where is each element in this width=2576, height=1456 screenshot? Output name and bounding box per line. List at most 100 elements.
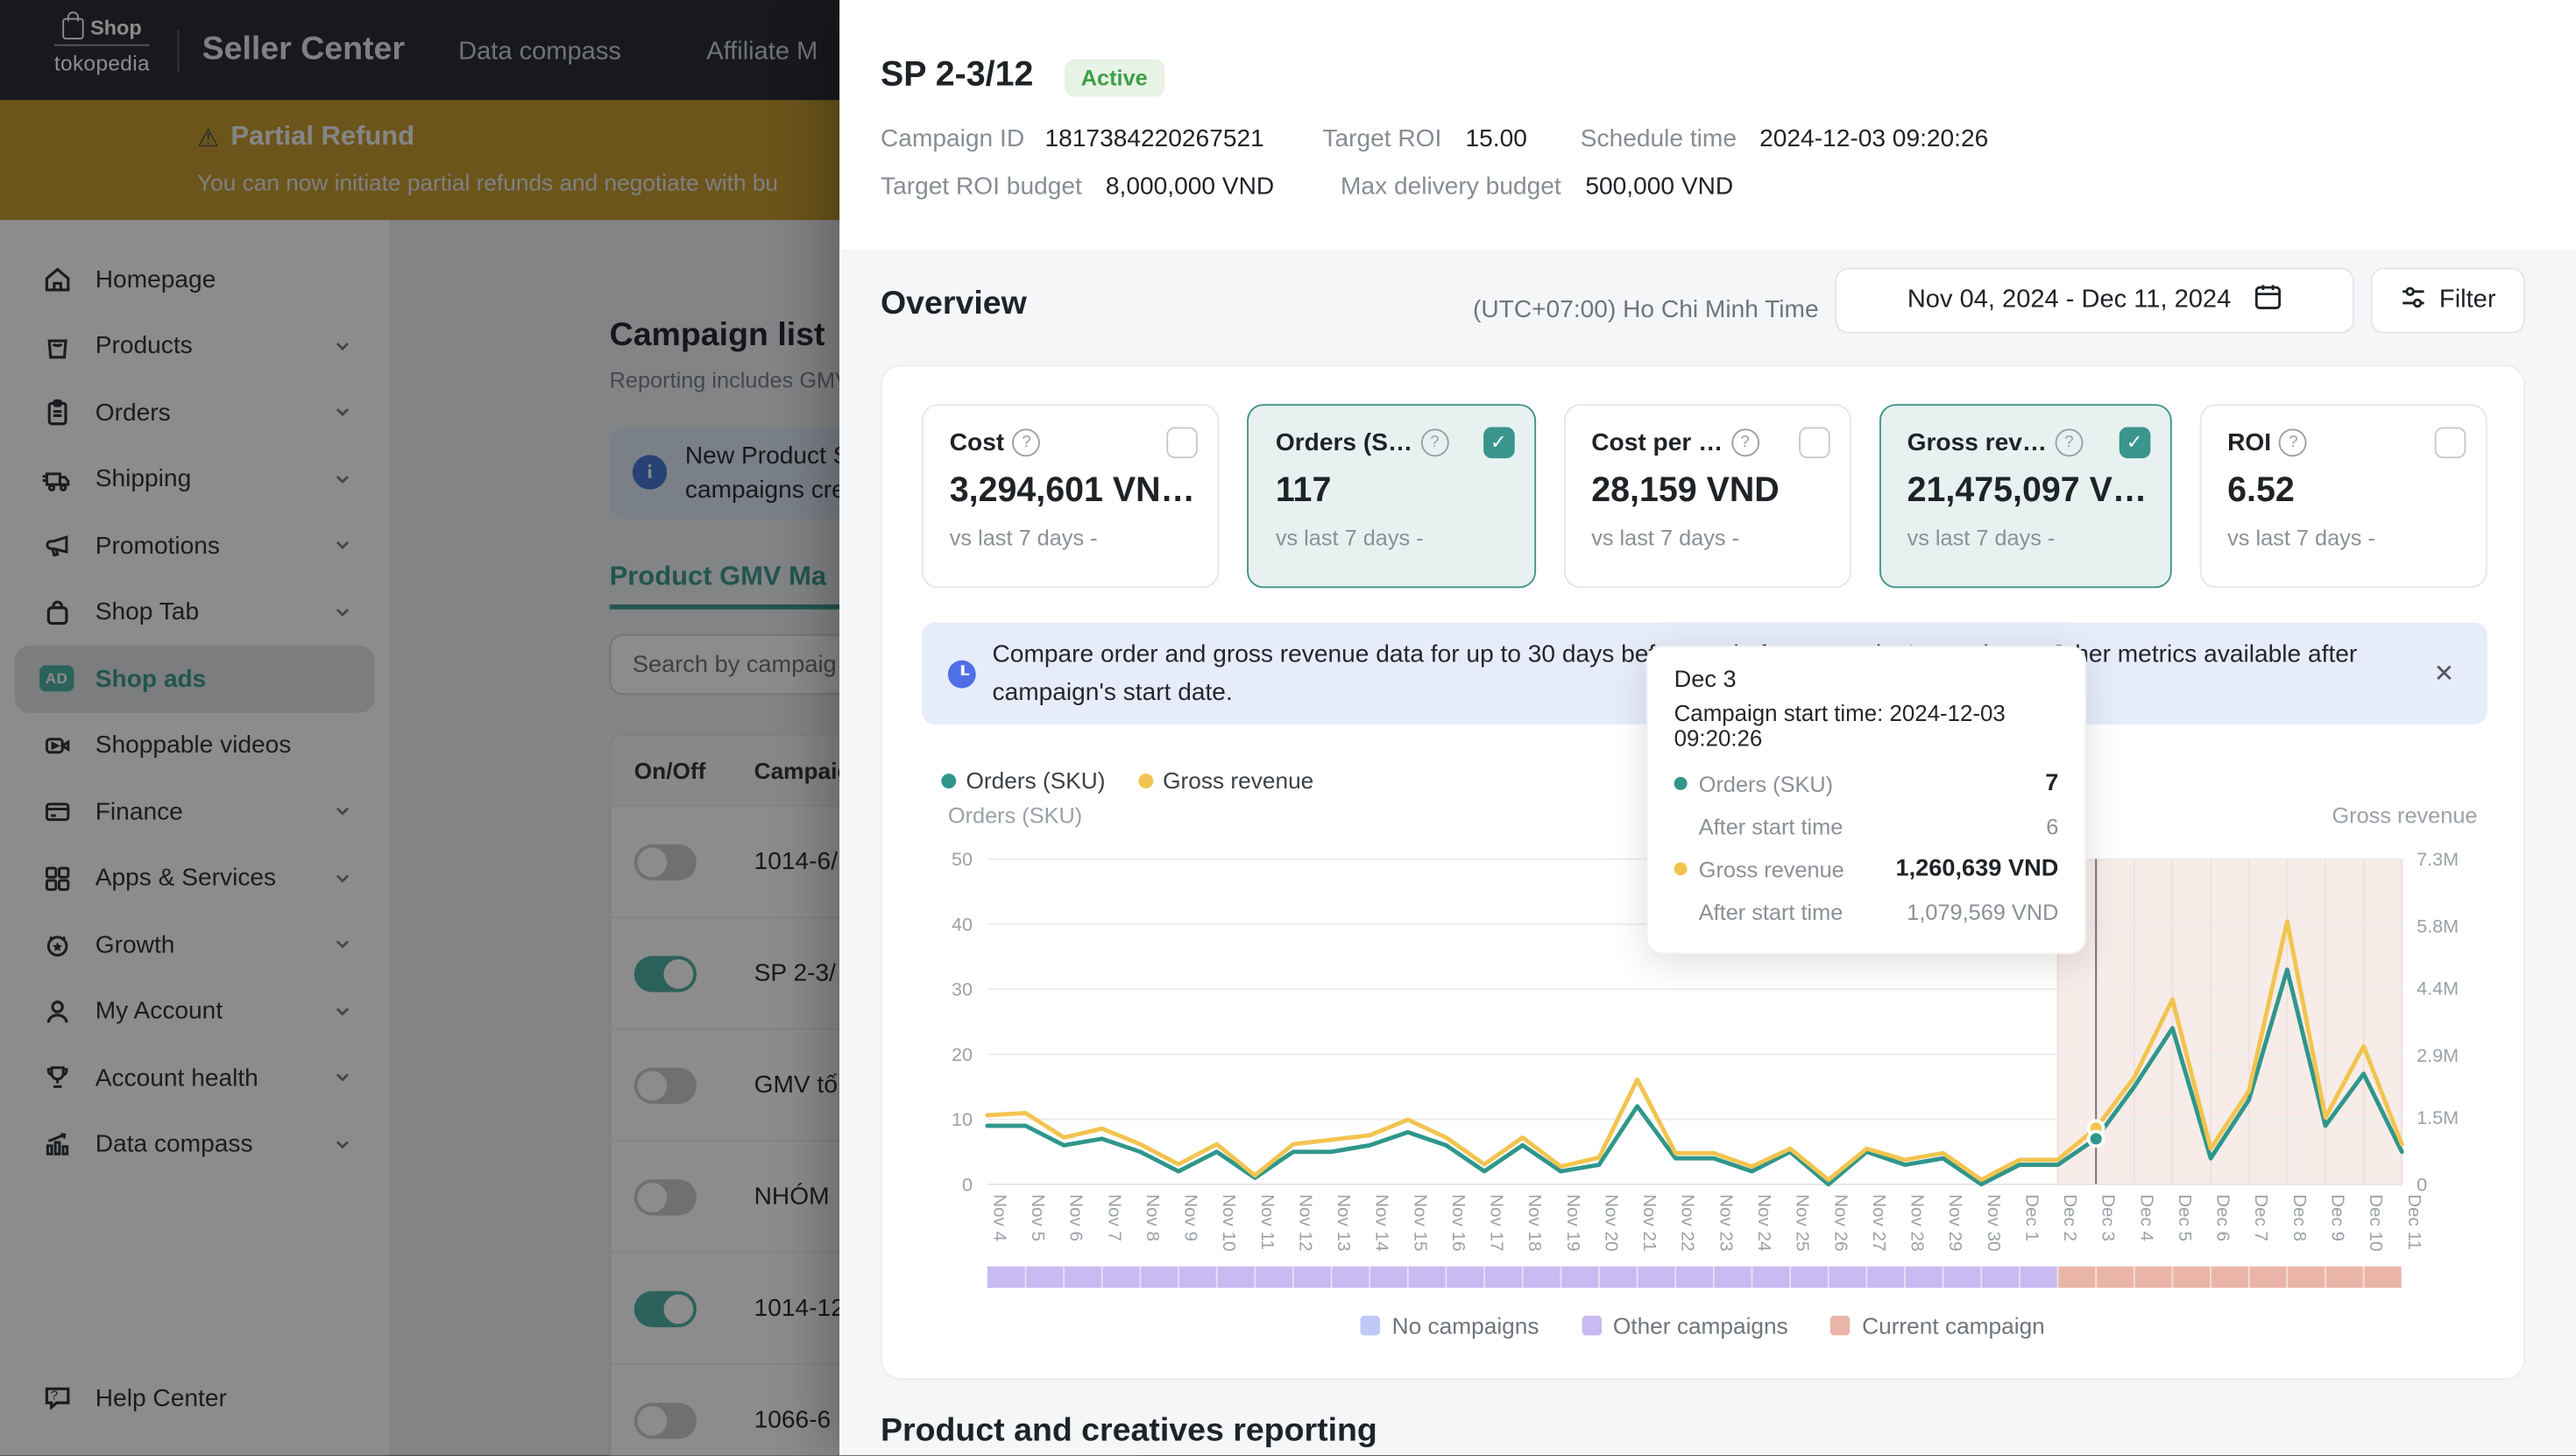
tooltip-row: Orders (SKU)7 xyxy=(1674,762,2059,805)
svg-text:Nov 7: Nov 7 xyxy=(1104,1194,1124,1241)
status-badge: Active xyxy=(1065,60,1164,97)
tooltip-row: After start time1,079,569 VND xyxy=(1674,890,2059,933)
tooltip-row-value: 1,260,639 VND xyxy=(1895,856,2058,882)
metric-tile[interactable]: Orders (S…?117vs last 7 days - xyxy=(1248,404,1536,588)
filter-label: Filter xyxy=(2439,286,2496,315)
metric-tile[interactable]: Cost per …? 28,159 VND vs last 7 days - xyxy=(1563,404,1851,588)
svg-text:Nov 11: Nov 11 xyxy=(1257,1194,1277,1250)
metric-label: Cost xyxy=(950,428,1005,456)
tooltip-row-label: Gross revenue xyxy=(1699,857,1844,881)
metric-label: Orders (S… xyxy=(1276,428,1412,456)
right-axis-title: Gross revenue xyxy=(2332,803,2477,828)
help-circle-icon[interactable]: ? xyxy=(2055,428,2083,456)
svg-text:Dec 2: Dec 2 xyxy=(2060,1194,2080,1241)
svg-text:Nov 22: Nov 22 xyxy=(1678,1194,1698,1251)
svg-text:Dec 11: Dec 11 xyxy=(2404,1194,2424,1250)
chart-legend: Orders (SKU) Gross revenue xyxy=(941,767,1313,794)
metric-compare: vs last 7 days - xyxy=(1907,526,2148,550)
legend-gross-revenue: Gross revenue xyxy=(1138,767,1313,794)
filter-button[interactable]: Filter xyxy=(2371,268,2525,334)
svg-text:Nov 14: Nov 14 xyxy=(1372,1194,1392,1251)
metric-value: 28,159 VND xyxy=(1591,471,1827,511)
svg-text:4.4M: 4.4M xyxy=(2417,978,2459,1000)
metric-label: Cost per … xyxy=(1591,428,1723,456)
svg-text:30: 30 xyxy=(952,979,973,1000)
metric-value: 21,475,097 V… xyxy=(1907,471,2148,511)
date-range-picker[interactable]: Nov 04, 2024 - Dec 11, 2024 xyxy=(1835,268,2354,334)
svg-text:Nov 8: Nov 8 xyxy=(1143,1194,1163,1241)
svg-text:Dec 6: Dec 6 xyxy=(2213,1194,2233,1241)
svg-text:Nov 20: Nov 20 xyxy=(1601,1194,1621,1251)
svg-text:Dec 7: Dec 7 xyxy=(2251,1194,2271,1241)
legend-item: Current campaign xyxy=(1831,1312,2045,1339)
metric-label: Gross rev… xyxy=(1907,428,2047,456)
svg-text:Nov 4: Nov 4 xyxy=(989,1194,1009,1241)
svg-text:Nov 13: Nov 13 xyxy=(1334,1194,1354,1251)
campaign-title: SP 2-3/12 xyxy=(881,56,1033,95)
calendar-icon xyxy=(2254,283,2282,319)
metric-checkbox[interactable] xyxy=(1483,428,1514,459)
metric-value: 3,294,601 VN… xyxy=(950,471,1195,511)
svg-text:Nov 5: Nov 5 xyxy=(1028,1194,1048,1241)
svg-text:Nov 29: Nov 29 xyxy=(1945,1194,1965,1251)
svg-text:1.5M: 1.5M xyxy=(2417,1106,2459,1128)
meta-label: Target ROI xyxy=(1322,125,1441,153)
metric-value: 6.52 xyxy=(2227,471,2463,511)
svg-text:40: 40 xyxy=(952,913,973,935)
svg-text:Dec 3: Dec 3 xyxy=(2098,1194,2119,1241)
svg-text:2.9M: 2.9M xyxy=(2417,1044,2459,1066)
metric-compare: vs last 7 days - xyxy=(950,526,1195,550)
svg-text:5.8M: 5.8M xyxy=(2417,915,2459,937)
help-circle-icon[interactable]: ? xyxy=(1420,428,1448,456)
metric-tile[interactable]: Cost? 3,294,601 VN… vs last 7 days - xyxy=(922,404,1220,588)
section-title-product-reporting: Product and creatives reporting xyxy=(881,1413,1377,1451)
svg-text:Nov 27: Nov 27 xyxy=(1869,1194,1889,1251)
overview-title: Overview xyxy=(881,286,1027,323)
tooltip-row-value: 1,079,569 VND xyxy=(1907,900,2058,924)
left-axis-title: Orders (SKU) xyxy=(948,803,1082,828)
chart-tooltip: Dec 3 Campaign start time: 2024-12-03 09… xyxy=(1646,646,2087,955)
meta-value: 15.00 xyxy=(1466,125,1527,153)
svg-text:7.3M: 7.3M xyxy=(2417,848,2459,870)
metric-checkbox[interactable] xyxy=(2435,428,2466,459)
svg-text:0: 0 xyxy=(962,1173,973,1195)
svg-text:Nov 19: Nov 19 xyxy=(1563,1194,1583,1251)
period-bar-legend: No campaignsOther campaignsCurrent campa… xyxy=(882,1312,2523,1339)
svg-text:Nov 26: Nov 26 xyxy=(1830,1194,1851,1251)
svg-text:50: 50 xyxy=(952,848,973,870)
app-root: Shop tokopedia Seller Center Data compas… xyxy=(0,0,2576,1456)
close-icon[interactable]: ✕ xyxy=(2427,652,2461,695)
tooltip-row-value: 6 xyxy=(2046,814,2058,838)
metric-checkbox[interactable] xyxy=(1799,428,1830,459)
help-circle-icon[interactable]: ? xyxy=(2280,428,2308,456)
metric-compare: vs last 7 days - xyxy=(1591,526,1827,550)
svg-text:Nov 10: Nov 10 xyxy=(1219,1194,1239,1251)
svg-text:Nov 21: Nov 21 xyxy=(1639,1194,1660,1251)
svg-text:Nov 16: Nov 16 xyxy=(1448,1194,1468,1251)
svg-text:Nov 17: Nov 17 xyxy=(1487,1194,1507,1251)
tooltip-row: Gross revenue 1,260,639 VND xyxy=(1674,848,2059,891)
svg-text:Dec 8: Dec 8 xyxy=(2289,1194,2310,1241)
help-circle-icon[interactable]: ? xyxy=(1731,428,1759,456)
filter-icon xyxy=(2400,283,2426,317)
legend-orders: Orders (SKU) xyxy=(941,767,1105,794)
metric-tile[interactable]: Gross rev…? 21,475,097 V… vs last 7 days - xyxy=(1879,404,2172,588)
svg-text:Nov 24: Nov 24 xyxy=(1754,1194,1774,1251)
metric-checkbox[interactable] xyxy=(2119,428,2150,459)
orders-dot-icon xyxy=(941,774,956,788)
svg-text:Nov 9: Nov 9 xyxy=(1181,1194,1201,1241)
help-circle-icon[interactable]: ? xyxy=(1013,428,1041,456)
legend-item: Other campaigns xyxy=(1582,1312,1788,1339)
svg-text:Dec 1: Dec 1 xyxy=(2021,1194,2042,1241)
metric-tile[interactable]: ROI?6.52vs last 7 days - xyxy=(2199,404,2488,588)
timezone-label: (UTC+07:00) Ho Chi Minh Time xyxy=(1473,296,1819,324)
metric-checkbox[interactable] xyxy=(1167,428,1199,459)
meta-label: Max delivery budget xyxy=(1341,173,1561,201)
meta-label: Campaign ID xyxy=(881,125,1024,153)
meta-value: 1817384220267521 xyxy=(1045,125,1264,153)
campaign-detail-panel: SP 2-3/12 Active Campaign ID 18173842202… xyxy=(839,0,2576,1456)
meta-value: 500,000 VND xyxy=(1585,173,1733,201)
revenue-dot-icon xyxy=(1138,774,1153,788)
svg-text:Nov 12: Nov 12 xyxy=(1295,1194,1315,1251)
metric-label: ROI xyxy=(2227,428,2271,456)
